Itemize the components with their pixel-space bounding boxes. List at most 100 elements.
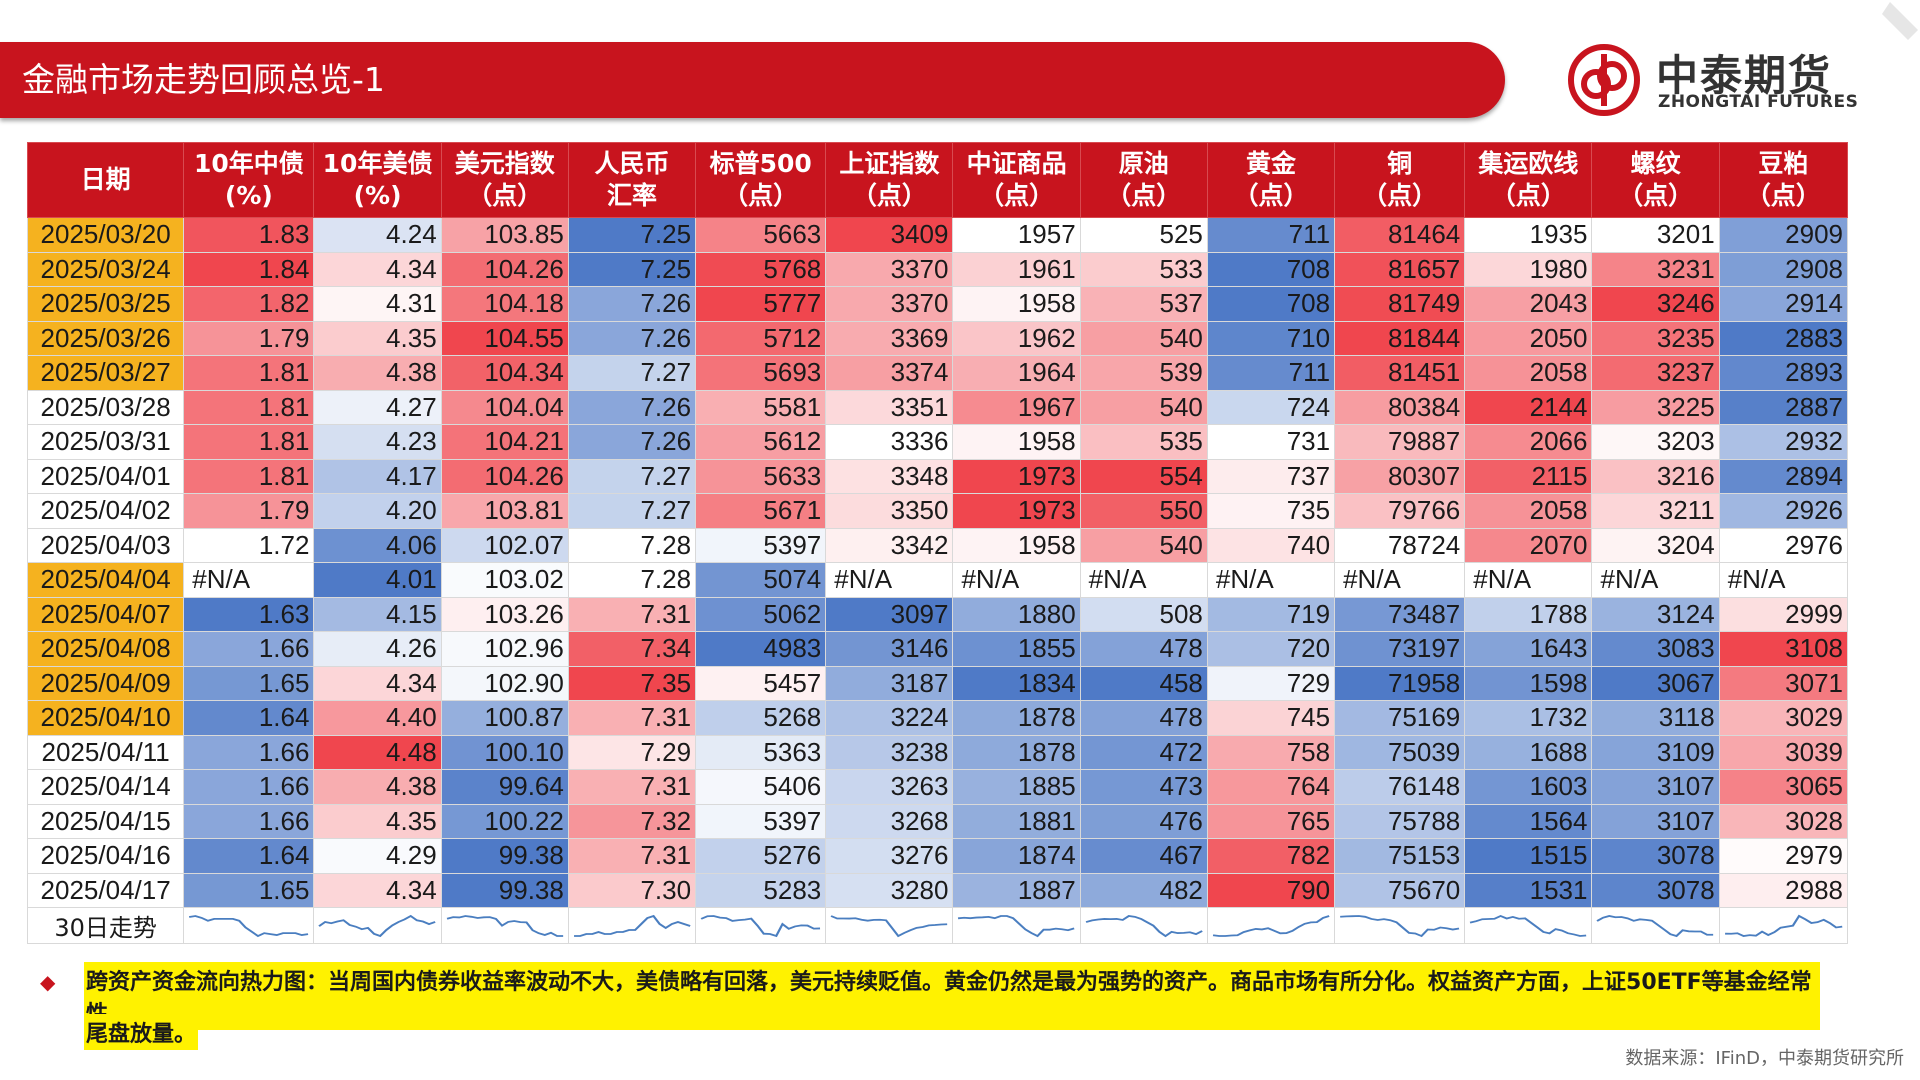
header-row: 日期 10年中债 (%) 10年美债 (%) 美元指数 （点） 人民币 汇率 标普500 （点） 上证… <box>26 142 1849 218</box>
column-header: 10年美债 (%) <box>313 142 442 218</box>
sparkline-cell <box>440 907 569 944</box>
note-line-1: 跨资产资金流向热力图：当周国内债券收益率波动不大，美债略有回落，美元持续贬值。黄… <box>84 962 1820 1030</box>
value-cell: 5276 <box>695 838 827 874</box>
table-row: 2025/04/09 1.65 4.34 102.90 7.35 5457 3187 1834… <box>26 665 1849 701</box>
column-header: 10年中债 (%) <box>183 142 315 218</box>
value-cell: 7.25 <box>567 251 697 287</box>
value-cell: 7.32 <box>567 803 697 839</box>
value-cell: 81451 <box>1334 355 1466 391</box>
value-cell: 75670 <box>1334 872 1466 908</box>
value-cell: 711 <box>1206 355 1336 391</box>
value-cell: 7.26 <box>567 286 697 322</box>
value-cell: 1603 <box>1464 769 1593 805</box>
column-header-label: 黄金 <box>1245 149 1296 178</box>
column-header-label: 铜 <box>1387 149 1413 178</box>
value-cell: 1.79 <box>183 320 315 356</box>
column-header-unit: 汇率 <box>606 181 657 210</box>
value-cell: 1878 <box>952 700 1081 736</box>
value-cell: 1967 <box>952 389 1081 425</box>
sparkline-cell <box>825 907 954 944</box>
value-cell: 3263 <box>825 769 954 805</box>
value-cell: 1887 <box>952 872 1081 908</box>
date-cell: 2025/03/31 <box>26 424 185 460</box>
value-cell: 5633 <box>695 458 827 494</box>
value-cell: 7.28 <box>567 527 697 563</box>
value-cell: 539 <box>1079 355 1208 391</box>
value-cell: 3370 <box>825 251 954 287</box>
value-cell: 3039 <box>1718 734 1849 770</box>
date-cell: 2025/03/27 <box>26 355 185 391</box>
value-cell: 103.26 <box>440 596 569 632</box>
table-row: 2025/03/27 1.81 4.38 104.34 7.27 5693 3374 1964… <box>26 355 1849 391</box>
value-cell: 2914 <box>1718 286 1849 322</box>
data-source: 数据来源：IFinD，中泰期货研究所 <box>1625 1048 1904 1069</box>
value-cell: 3280 <box>825 872 954 908</box>
value-cell: 7.26 <box>567 424 697 460</box>
sparkline-cell <box>1591 907 1720 944</box>
table-row: 2025/04/17 1.65 4.34 99.38 7.30 5283 3280 1887 4… <box>26 872 1849 908</box>
value-cell: 5062 <box>695 596 827 632</box>
value-cell: 3109 <box>1591 734 1720 770</box>
value-cell: #N/A <box>1591 562 1720 598</box>
value-cell: #N/A <box>825 562 954 598</box>
value-cell: 78724 <box>1334 527 1466 563</box>
value-cell: 5663 <box>695 217 827 253</box>
value-cell: 3350 <box>825 493 954 529</box>
value-cell: 1.63 <box>183 596 315 632</box>
sparkline-line <box>573 914 691 937</box>
date-cell: 2025/03/24 <box>26 251 185 287</box>
value-cell: 3351 <box>825 389 954 425</box>
value-cell: 7.27 <box>567 493 697 529</box>
value-cell: 1957 <box>952 217 1081 253</box>
table-row: 2025/03/31 1.81 4.23 104.21 7.26 5612 3336 1958… <box>26 424 1849 460</box>
value-cell: 3336 <box>825 424 954 460</box>
logo-chinese-name: 中泰期货 <box>1656 51 1833 100</box>
value-cell: 104.04 <box>440 389 569 425</box>
value-cell: 100.10 <box>440 734 569 770</box>
column-header: 日期 <box>26 142 185 218</box>
value-cell: 745 <box>1206 700 1336 736</box>
sparkline-chart <box>830 914 948 937</box>
value-cell: 3224 <box>825 700 954 736</box>
value-cell: 2144 <box>1464 389 1593 425</box>
sparkline-line <box>1470 914 1587 937</box>
value-cell: 1.79 <box>183 493 315 529</box>
value-cell: 102.90 <box>440 665 569 701</box>
value-cell: 4.35 <box>313 803 442 839</box>
column-header-label: 美元指数 <box>454 149 555 178</box>
value-cell: 2894 <box>1718 458 1849 494</box>
value-cell: 1788 <box>1464 596 1593 632</box>
sparkline-chart <box>573 914 691 937</box>
column-header-label: 中证商品 <box>966 149 1067 178</box>
sparkline-cell <box>1079 907 1208 944</box>
sparkline-cell <box>952 907 1081 944</box>
date-cell: 2025/04/10 <box>26 700 185 736</box>
date-cell: 2025/04/16 <box>26 838 185 874</box>
value-cell: 1.65 <box>183 872 315 908</box>
value-cell: 75788 <box>1334 803 1466 839</box>
value-cell: 3225 <box>1591 389 1720 425</box>
column-header: 标普500 （点） <box>695 142 827 218</box>
value-cell: 2908 <box>1718 251 1849 287</box>
heatmap-table: 日期 10年中债 (%) 10年美债 (%) 美元指数 （点） 人民币 汇率 标普500 （点） 上证… <box>26 142 1849 944</box>
value-cell: 7.25 <box>567 217 697 253</box>
value-cell: 1515 <box>1464 838 1593 874</box>
value-cell: 2976 <box>1718 527 1849 563</box>
value-cell: 472 <box>1079 734 1208 770</box>
value-cell: 765 <box>1206 803 1336 839</box>
value-cell: 75169 <box>1334 700 1466 736</box>
value-cell: 7.31 <box>567 596 697 632</box>
sparkline-line <box>1212 914 1330 937</box>
sparkline-chart <box>318 914 437 937</box>
value-cell: 3118 <box>1591 700 1720 736</box>
value-cell: 758 <box>1206 734 1336 770</box>
value-cell: 764 <box>1206 769 1336 805</box>
sparkline-line <box>1085 914 1203 937</box>
value-cell: 4.26 <box>313 631 442 667</box>
sparkline-chart <box>700 914 821 937</box>
date-cell: 2025/04/08 <box>26 631 185 667</box>
value-cell: 5768 <box>695 251 827 287</box>
value-cell: 103.81 <box>440 493 569 529</box>
value-cell: 540 <box>1079 527 1208 563</box>
value-cell: 554 <box>1079 458 1208 494</box>
